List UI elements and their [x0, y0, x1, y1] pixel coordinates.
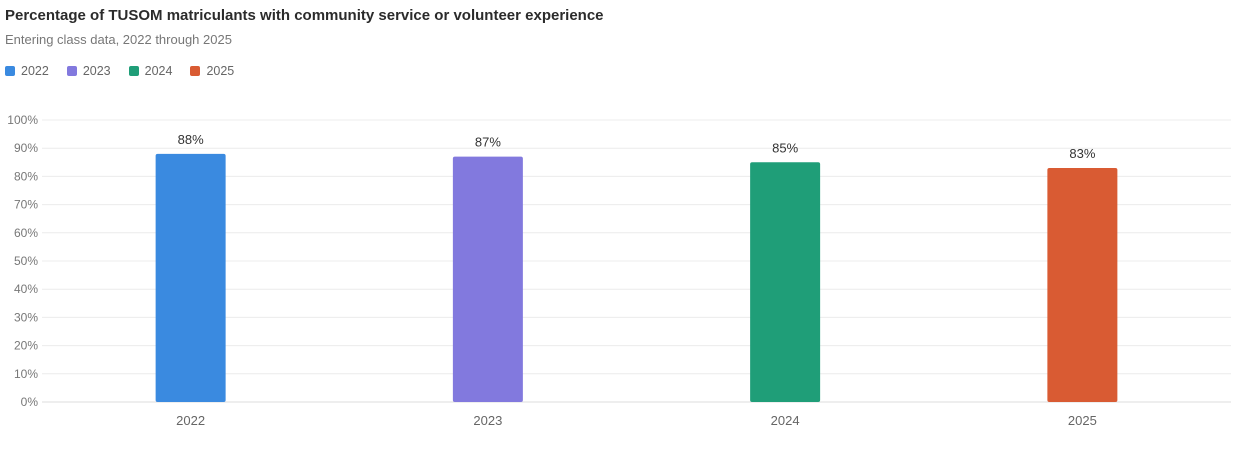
legend-label: 2024: [144, 64, 173, 78]
legend-item-2025[interactable]: 2025: [190, 64, 234, 78]
legend-swatch: [66, 66, 77, 76]
legend-item-2023[interactable]: 2023: [66, 64, 111, 78]
chart-legend: 2022 2023 2024 2025: [5, 64, 234, 78]
bar-2023[interactable]: [452, 156, 523, 402]
chart-subtitle: Entering class data, 2022 through 2025: [5, 32, 232, 47]
y-tick-label: 10%: [14, 367, 38, 381]
data-label-2023: 87%: [475, 135, 501, 150]
legend-item-2022[interactable]: 2022: [5, 64, 49, 78]
legend-label: 2023: [82, 64, 111, 78]
y-tick-label: 60%: [14, 226, 38, 240]
y-tick-label: 40%: [14, 282, 38, 296]
bar-2022[interactable]: [155, 153, 226, 402]
x-tick-label-2022: 2022: [176, 413, 205, 428]
legend-swatch: [128, 66, 139, 76]
chart-title: Percentage of TUSOM matriculants with co…: [5, 7, 604, 24]
y-tick-label: 80%: [14, 169, 38, 183]
legend-swatch: [5, 66, 15, 76]
data-label-2024: 85%: [772, 140, 798, 155]
legend-label: 2022: [21, 64, 49, 78]
y-tick-label: 100%: [7, 113, 38, 127]
bar-2024[interactable]: [750, 162, 821, 402]
data-label-2025: 83%: [1069, 146, 1095, 161]
bar-2025[interactable]: [1047, 167, 1118, 402]
y-tick-label: 0%: [21, 395, 39, 409]
x-tick-label-2023: 2023: [473, 413, 502, 428]
y-tick-label: 20%: [14, 339, 38, 353]
x-tick-label-2025: 2025: [1068, 413, 1097, 428]
y-tick-label: 70%: [14, 198, 38, 212]
legend-item-2024[interactable]: 2024: [128, 64, 173, 78]
legend-swatch: [190, 66, 201, 76]
y-tick-label: 30%: [14, 310, 38, 324]
x-tick-label-2024: 2024: [771, 413, 800, 428]
y-tick-label: 50%: [14, 254, 38, 268]
legend-label: 2025: [206, 64, 235, 78]
y-tick-label: 90%: [14, 141, 38, 155]
data-label-2022: 88%: [178, 132, 204, 147]
